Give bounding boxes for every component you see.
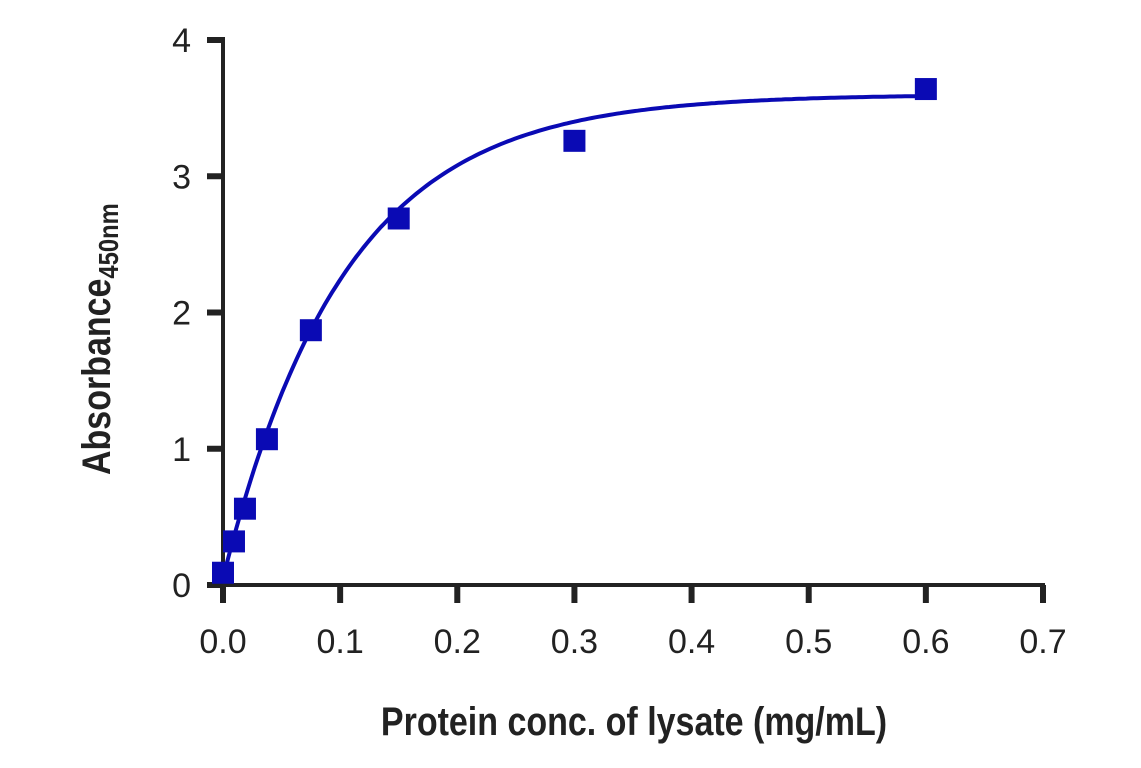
y-tick-label: 2 bbox=[172, 295, 191, 333]
data-points bbox=[212, 78, 937, 584]
axes: 0.0 0.1 0.2 0.3 0.4 0.5 0.6 0.7 0 1 2 3 4 bbox=[172, 22, 1067, 661]
fit-curve bbox=[221, 94, 926, 579]
y-tick-label: 3 bbox=[172, 158, 191, 196]
x-tick-label: 0.7 bbox=[1019, 623, 1066, 661]
data-point bbox=[299, 319, 322, 342]
data-point bbox=[255, 428, 278, 451]
x-tick-label: 0.5 bbox=[785, 623, 832, 661]
data-point bbox=[233, 497, 256, 520]
y-axis-label-main: Absorbance bbox=[73, 279, 118, 475]
x-tick-label: 0.2 bbox=[434, 623, 481, 661]
x-tick-label: 0.4 bbox=[668, 623, 715, 661]
y-axis-label: Absorbance450nm bbox=[73, 203, 124, 475]
y-tick-label: 1 bbox=[172, 431, 191, 469]
y-tick-label: 4 bbox=[172, 22, 191, 60]
data-point bbox=[563, 129, 586, 152]
data-point bbox=[914, 78, 937, 101]
data-point bbox=[222, 530, 245, 553]
data-point bbox=[212, 561, 234, 584]
y-axis-label-subscript: 450nm bbox=[92, 203, 124, 278]
x-tick-label: 0.1 bbox=[317, 623, 364, 661]
x-tick-label: 0.0 bbox=[199, 623, 246, 661]
data-point bbox=[387, 207, 410, 230]
y-tick-label: 0 bbox=[172, 567, 191, 605]
x-axis-label: Protein conc. of lysate (mg/mL) bbox=[381, 698, 887, 743]
x-tick-label: 0.6 bbox=[902, 623, 949, 661]
x-tick-label: 0.3 bbox=[551, 623, 598, 661]
